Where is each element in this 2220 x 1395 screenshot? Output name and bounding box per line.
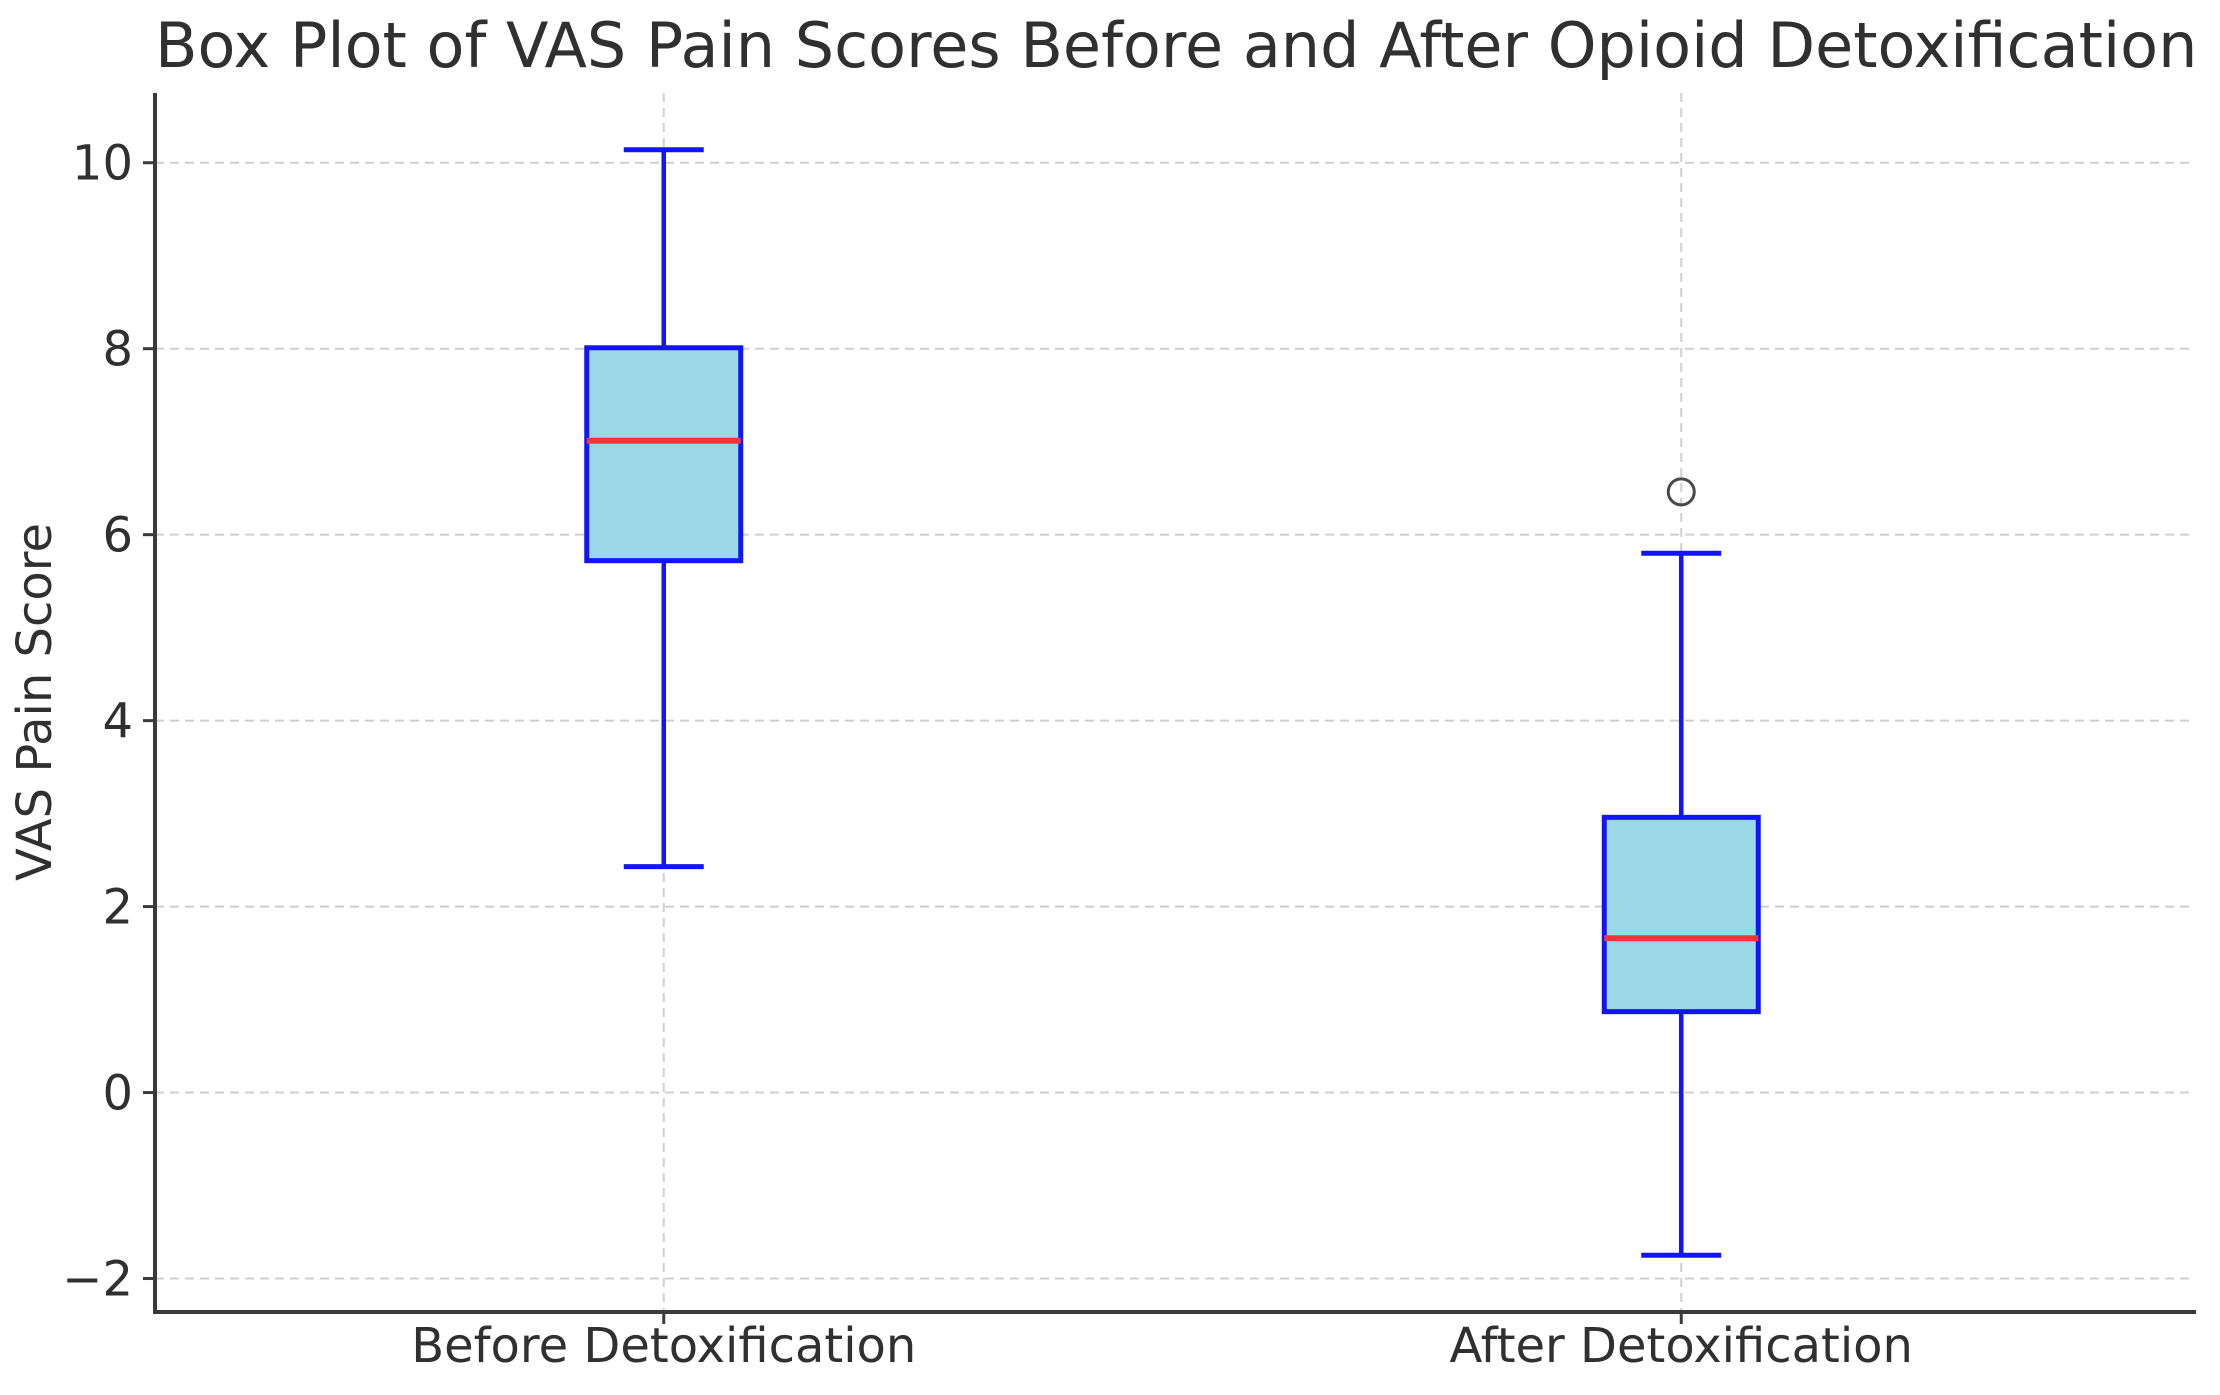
x-category-label: After Detoxification (1450, 1318, 1913, 1374)
x-category-label: Before Detoxification (411, 1318, 916, 1374)
y-tick-label: −2 (62, 1252, 133, 1308)
iqr-box (584, 345, 744, 564)
y-tick-label: 0 (102, 1066, 133, 1122)
outlier-point (1666, 477, 1696, 507)
y-tick-label: 4 (102, 694, 133, 750)
y-tick-label: 6 (102, 508, 133, 564)
y-tick-label: 8 (102, 322, 133, 378)
iqr-box (1601, 814, 1761, 1015)
y-tick-label: 10 (72, 136, 133, 192)
chart-title: Box Plot of VAS Pain Scores Before and A… (155, 9, 2198, 82)
y-tick-label: 2 (102, 880, 133, 936)
